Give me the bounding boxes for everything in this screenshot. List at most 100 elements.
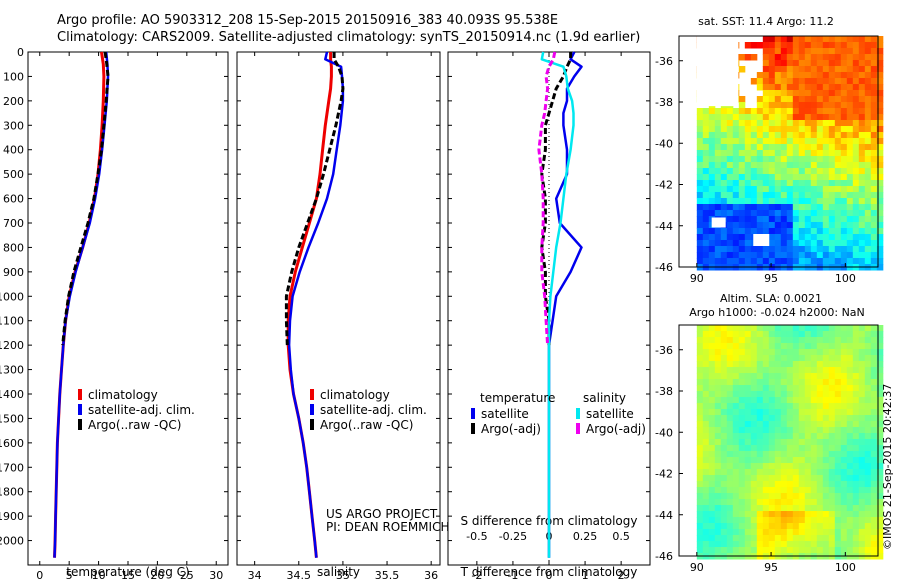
heatmap-cell — [858, 517, 866, 524]
heatmap-cell — [750, 445, 758, 452]
heatmap-cell — [816, 481, 824, 488]
heatmap-cell — [834, 445, 842, 452]
heatmap-cell — [876, 144, 884, 151]
heatmap-cell — [828, 439, 836, 446]
heatmap-cell — [756, 367, 764, 374]
heatmap-cell — [696, 517, 704, 524]
heatmap-cell — [756, 144, 764, 151]
heatmap-cell — [870, 409, 878, 416]
heatmap-cell — [720, 469, 728, 476]
heatmap-cell — [834, 547, 842, 554]
heatmap-cell — [816, 186, 824, 193]
heatmap-cell — [780, 162, 788, 169]
heatmap-cell — [846, 481, 854, 488]
heatmap-cell — [744, 403, 752, 410]
heatmap-cell — [726, 240, 734, 247]
series-line-argo-raw-qc- — [61, 51, 110, 346]
heatmap-cell — [840, 150, 848, 157]
heatmap-cell — [738, 331, 746, 338]
heatmap-cell — [792, 180, 800, 187]
heatmap-cell — [834, 337, 842, 344]
heatmap-cell — [852, 162, 860, 169]
heatmap-cell — [768, 78, 776, 85]
heatmap-cell — [762, 48, 770, 55]
heatmap-cell — [804, 60, 812, 67]
map-y-tick-label: -38 — [655, 96, 673, 109]
map-y-tick-label: -44 — [655, 220, 673, 233]
heatmap-cell — [792, 355, 800, 362]
heatmap-cell — [852, 252, 860, 259]
heatmap-cell — [864, 361, 872, 368]
heatmap-cell — [726, 325, 734, 332]
heatmap-cell — [762, 337, 770, 344]
heatmap-cell — [798, 42, 806, 49]
heatmap-cell — [828, 529, 836, 536]
heatmap-cell — [750, 421, 758, 428]
heatmap-cell — [780, 427, 788, 434]
heatmap-cell — [864, 222, 872, 229]
heatmap-cell — [714, 126, 722, 133]
heatmap-cell — [792, 132, 800, 139]
heatmap-cell — [864, 192, 872, 199]
heatmap-cell — [708, 228, 716, 235]
heatmap-cell — [870, 469, 878, 476]
heatmap-cell — [822, 144, 830, 151]
heatmap-cell — [762, 541, 770, 548]
heatmap-cell — [756, 132, 764, 139]
heatmap-cell — [840, 102, 848, 109]
heatmap-cell — [816, 192, 824, 199]
heatmap-cell — [726, 216, 734, 223]
heatmap-cell — [702, 379, 710, 386]
heatmap-cell — [774, 385, 782, 392]
heatmap-cell — [804, 451, 812, 458]
heatmap-cell — [870, 505, 878, 512]
heatmap-cell — [738, 337, 746, 344]
heatmap-cell — [750, 258, 758, 265]
heatmap-cell — [876, 403, 884, 410]
heatmap-cell — [852, 132, 860, 139]
heatmap-cell — [810, 186, 818, 193]
series-line-climatology — [53, 51, 106, 558]
heatmap-cell — [720, 192, 728, 199]
heatmap-cell — [750, 331, 758, 338]
heatmap-cell — [786, 204, 794, 211]
heatmap-cell — [798, 198, 806, 205]
heatmap-cell — [870, 325, 878, 332]
series-line-satellite — [547, 51, 583, 558]
heatmap-cell — [756, 475, 764, 482]
heatmap-cell — [792, 114, 800, 121]
heatmap-cell — [846, 180, 854, 187]
heatmap-cell — [876, 481, 884, 488]
heatmap-cell — [732, 114, 740, 121]
heatmap-cell — [738, 216, 746, 223]
heatmap-cell — [858, 379, 866, 386]
heatmap-cell — [708, 499, 716, 506]
heatmap-cell — [870, 192, 878, 199]
heatmap-cell — [786, 168, 794, 175]
heatmap-cell — [744, 481, 752, 488]
map-y-tick-label: -44 — [655, 509, 673, 522]
heatmap-cell — [774, 216, 782, 223]
heatmap-cell — [828, 379, 836, 386]
heatmap-cell — [738, 198, 746, 205]
heatmap-cell — [798, 36, 806, 43]
heatmap-cell — [774, 204, 782, 211]
heatmap-cell — [726, 186, 734, 193]
heatmap-cell — [816, 547, 824, 554]
heatmap-cell — [756, 463, 764, 470]
heatmap-cell — [804, 433, 812, 440]
heatmap-cell — [702, 132, 710, 139]
heatmap-cell — [846, 96, 854, 103]
heatmap-cell — [792, 204, 800, 211]
heatmap-cell — [720, 505, 728, 512]
heatmap-cell — [774, 120, 782, 127]
heatmap-cell — [750, 493, 758, 500]
legend-label: satellite — [586, 407, 634, 421]
heatmap-cell — [834, 36, 842, 43]
heatmap-cell — [864, 114, 872, 121]
heatmap-cell — [816, 36, 824, 43]
heatmap-cell — [792, 138, 800, 145]
heatmap-cell — [786, 367, 794, 374]
heatmap-cell — [870, 349, 878, 356]
heatmap-cell — [852, 439, 860, 446]
